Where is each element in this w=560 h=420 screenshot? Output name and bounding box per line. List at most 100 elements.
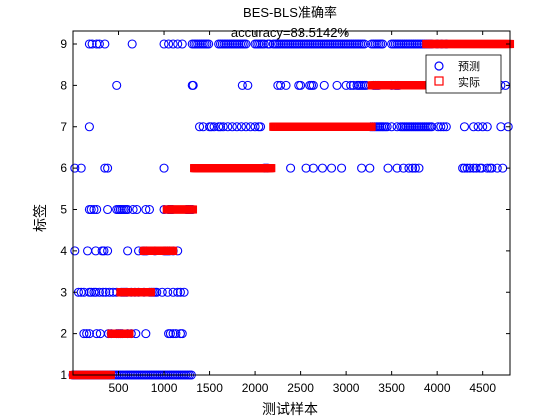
y-tick-label: 2 — [60, 327, 67, 341]
predicted-point — [410, 163, 420, 173]
predicted-point — [94, 287, 104, 297]
axis-ticks: 500 1000 1500 2000 2500 3000 3500 4000 4500 1 2 3 4 5… — [60, 31, 510, 395]
predicted-point — [92, 329, 102, 339]
predicted-point — [392, 163, 402, 173]
predicted-point — [503, 122, 513, 132]
predicted-point — [473, 122, 483, 132]
predicted-point — [157, 287, 167, 297]
predicted-point — [245, 122, 256, 132]
x-tick-label: 3000 — [333, 381, 360, 395]
predicted-point — [243, 80, 253, 90]
legend-box — [425, 54, 502, 94]
predicted-point — [359, 39, 369, 49]
predicted-point — [209, 122, 219, 132]
predicted-point — [276, 80, 286, 90]
predicted-point — [398, 163, 409, 173]
predicted-point — [99, 246, 109, 256]
predicted-point — [84, 122, 94, 132]
predicted-point — [496, 122, 506, 132]
predicted-point — [223, 122, 233, 132]
y-axis-label: 标签 — [32, 204, 49, 232]
predicted-point — [70, 246, 80, 256]
predicted-point — [337, 163, 347, 173]
y-tick-label: 6 — [60, 161, 67, 175]
predicted-point — [478, 122, 488, 132]
predicted-point — [132, 204, 142, 215]
predicted-point — [459, 163, 470, 173]
x-tick-label: 3500 — [378, 381, 405, 395]
predicted-point — [255, 122, 266, 132]
predicted-point — [438, 122, 449, 132]
predicted-point — [408, 163, 418, 173]
predicted-point — [79, 287, 89, 297]
actual-point — [146, 288, 155, 297]
y-tick-label: 1 — [60, 368, 67, 382]
actual-point — [267, 164, 276, 173]
y-tick-label: 3 — [60, 285, 67, 299]
predicted-point — [327, 163, 337, 173]
x-tick-label: 4000 — [424, 381, 451, 395]
predicted-point — [308, 163, 318, 173]
predicted-point — [377, 39, 388, 49]
chart-title: BES-BLS准确率 — [243, 5, 337, 20]
legend: 预测 实际 — [425, 54, 502, 94]
predicted-point — [177, 39, 187, 49]
predicted-point — [232, 122, 242, 132]
y-tick-label: 9 — [60, 37, 67, 51]
predicted-point — [308, 80, 318, 90]
predicted-point — [141, 329, 151, 339]
predicted-point — [76, 163, 86, 173]
predicted-point — [414, 163, 424, 173]
predicted-point — [404, 163, 414, 173]
predicted-point — [168, 329, 178, 339]
predicted-point — [117, 204, 127, 215]
predicted-point — [127, 39, 137, 49]
y-tick-label: 5 — [60, 203, 67, 217]
chart-subtitle: accuracy=83.5142% — [231, 25, 350, 40]
predicted-point — [392, 122, 402, 132]
predicted-point — [462, 163, 472, 173]
predicted-point — [91, 287, 101, 297]
predicted-point — [164, 39, 174, 49]
x-axis-label: 测试样本 — [262, 402, 318, 418]
predicted-point — [100, 39, 110, 49]
predicted-point — [179, 287, 189, 297]
predicted-point — [332, 80, 342, 90]
predicted-point — [103, 163, 113, 173]
x-tick-label: 2500 — [287, 381, 314, 395]
predicted-point — [171, 329, 181, 339]
predicted-point — [82, 329, 92, 339]
predicted-point — [365, 163, 375, 173]
predicted-point — [465, 163, 475, 173]
predicted-point — [281, 80, 291, 90]
actual-point — [125, 329, 134, 338]
predicted-point — [173, 287, 183, 297]
actual-point — [169, 246, 178, 255]
predicted-point — [94, 39, 104, 49]
predicted-point — [173, 39, 183, 49]
x-tick-label: 1000 — [151, 381, 178, 395]
predicted-point — [101, 287, 111, 297]
predicted-point — [103, 204, 113, 215]
predicted-point — [357, 163, 367, 173]
predicted-point — [84, 329, 94, 339]
actual-point — [188, 205, 198, 214]
predicted-point — [123, 246, 133, 256]
predicted-point — [141, 204, 151, 215]
data-marks — [68, 39, 515, 380]
predicted-point — [92, 204, 102, 215]
predicted-point — [103, 246, 113, 256]
predicted-point — [168, 39, 178, 49]
predicted-point — [301, 163, 311, 173]
predicted-point — [296, 80, 306, 90]
predicted-point — [165, 329, 175, 339]
predicted-point — [159, 39, 169, 49]
predicted-point — [250, 122, 260, 132]
predicted-point — [123, 204, 133, 215]
x-tick-label: 1500 — [196, 381, 223, 395]
predicted-point — [168, 287, 178, 297]
predicted-point — [144, 204, 155, 215]
predicted-point — [89, 204, 99, 215]
predicted-point — [79, 329, 89, 339]
